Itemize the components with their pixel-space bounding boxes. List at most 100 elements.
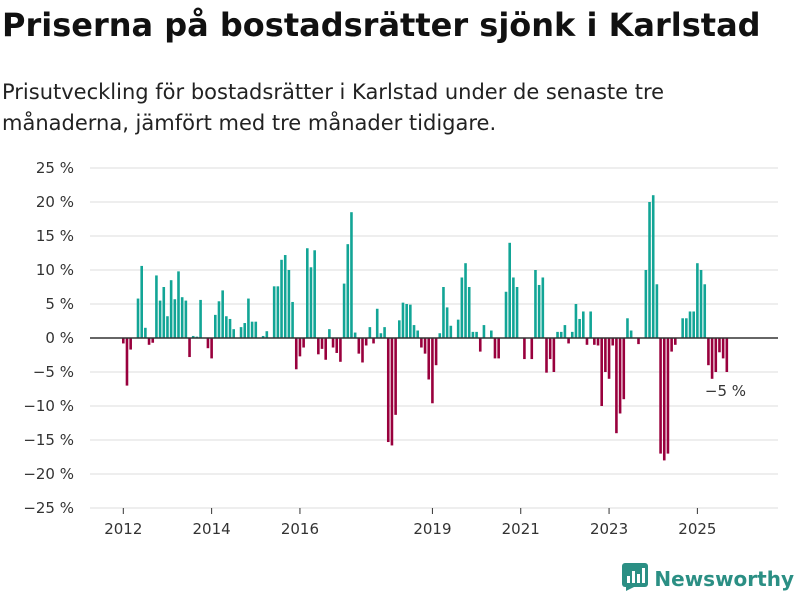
bar: [423, 338, 427, 354]
bar: [247, 298, 250, 338]
bar: [427, 338, 431, 380]
y-tick-label: 20 %: [36, 193, 74, 211]
bar: [239, 327, 243, 338]
bar: [287, 270, 291, 338]
bar: [214, 314, 217, 338]
grid-lines: [90, 167, 778, 509]
y-axis-ticks: 25 % 20 % 15 % 10 % 5 % 0 % −5 % −10 % −15 % −20 …: [23, 159, 74, 517]
y-tick-label: 0 %: [45, 329, 74, 347]
x-tick-label: 2021: [502, 520, 540, 538]
bar: [567, 338, 570, 344]
bar: [548, 338, 552, 360]
bar: [692, 311, 695, 338]
bar: [180, 297, 184, 338]
bar: [725, 338, 729, 372]
bar: [320, 338, 324, 349]
bar: [151, 338, 155, 343]
bars: [122, 195, 729, 461]
bar: [317, 338, 320, 355]
bar: [611, 338, 615, 346]
bar: [375, 308, 379, 338]
bar: [508, 242, 511, 338]
brand-name: Newsworthy: [654, 567, 794, 591]
bar: [530, 338, 534, 360]
bar: [390, 338, 394, 446]
x-axis-ticks: 2012 2014 2016 2019 2021 2023 2025: [104, 508, 716, 538]
bar: [438, 333, 442, 338]
bar: [578, 318, 581, 338]
bar: [298, 338, 302, 357]
bar: [265, 331, 269, 338]
bar: [582, 311, 585, 338]
x-tick-label: 2012: [104, 520, 142, 538]
bar: [570, 331, 574, 338]
bar: [442, 287, 445, 338]
bar: [674, 338, 677, 345]
bar: [515, 287, 519, 338]
bar: [714, 338, 718, 372]
x-tick-label: 2014: [193, 520, 231, 538]
bar: [309, 267, 313, 338]
bar: [456, 319, 460, 338]
bar: [541, 277, 545, 338]
bar: [122, 338, 125, 344]
bar: [644, 270, 648, 338]
bar: [493, 338, 497, 359]
bar: [563, 325, 567, 338]
bar: [478, 338, 482, 352]
bar: [559, 331, 563, 338]
bar: [607, 338, 611, 379]
bar: [710, 338, 714, 379]
bar: [357, 338, 361, 354]
bar: [552, 338, 556, 372]
bar: [655, 284, 659, 338]
bar: [401, 302, 405, 338]
bar: [434, 338, 438, 366]
bar: [136, 298, 140, 338]
bar: [615, 338, 618, 434]
y-tick-label: 10 %: [36, 261, 74, 279]
bar: [199, 299, 202, 338]
bar: [696, 263, 699, 338]
bar: [460, 277, 464, 338]
bar: [169, 280, 173, 338]
bar: [394, 338, 397, 415]
bar: [173, 299, 177, 338]
bar: [328, 329, 331, 338]
y-tick-label: −25 %: [23, 499, 74, 517]
y-tick-label: −15 %: [23, 431, 74, 449]
bar: [364, 338, 368, 346]
bar: [574, 304, 578, 338]
bar: [534, 270, 537, 338]
bar: [670, 338, 673, 352]
bar: [335, 338, 339, 353]
bar: [409, 304, 412, 338]
bar: [383, 327, 386, 338]
bar: [622, 338, 626, 400]
bar: [482, 325, 486, 338]
bar: [191, 335, 195, 338]
bar: [449, 325, 453, 338]
bar: [703, 284, 707, 338]
bar: [129, 338, 132, 350]
bar: [585, 338, 589, 345]
bar: [228, 318, 232, 338]
bar: [379, 333, 383, 338]
bar: [629, 330, 633, 338]
bar: [637, 338, 640, 345]
chart-title: Priserna på bostadsrätter sjönk i Karlst…: [2, 6, 761, 44]
bar: [243, 323, 247, 338]
y-tick-label: −20 %: [23, 465, 74, 483]
bar: [221, 290, 224, 338]
bar: [589, 311, 592, 338]
bar: [721, 338, 725, 359]
bar: [545, 338, 548, 373]
bar: [261, 335, 265, 338]
bar: [283, 255, 287, 338]
bar: [600, 338, 603, 406]
bar: [386, 338, 390, 443]
bar: [166, 316, 169, 338]
bar: [699, 270, 703, 338]
bar: [662, 338, 666, 461]
